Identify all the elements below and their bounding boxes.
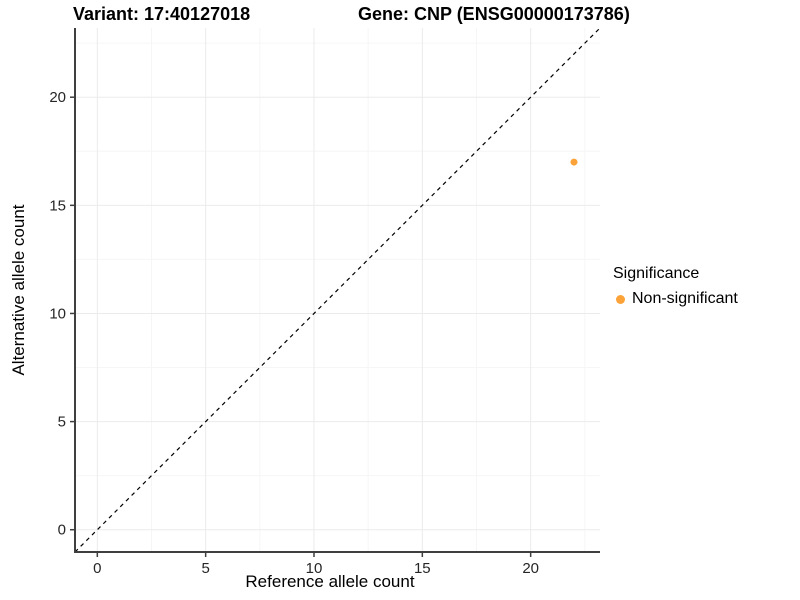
legend-title: Significance [613, 265, 700, 282]
legend-items: Non-significant [613, 290, 738, 308]
plot-title-variant: Variant: 17:40127018 [73, 4, 251, 24]
y-tick-label: 15 [49, 197, 66, 214]
legend: Significance Non-significant [613, 265, 738, 308]
x-tick-label: 5 [201, 560, 209, 577]
identity-dashed-line [74, 27, 601, 553]
y-tick-label: 20 [49, 89, 66, 106]
y-tick-label: 0 [58, 522, 66, 539]
x-axis-title: Reference allele count [245, 572, 415, 591]
y-tick-label: 5 [58, 414, 66, 431]
x-tick-label: 15 [414, 560, 431, 577]
plot-title-gene: Gene: CNP (ENSG00000173786) [358, 4, 630, 24]
legend-item-label: Non-significant [632, 290, 738, 307]
legend-item: Non-significant [613, 290, 738, 308]
x-tick-label: 0 [93, 560, 101, 577]
legend-dot-icon [616, 294, 625, 304]
data-point [570, 158, 578, 166]
x-tick-label: 20 [522, 560, 539, 577]
y-axis-title: Alternative allele count [9, 204, 28, 376]
x-tick-label: 10 [306, 560, 323, 577]
y-tick-label: 10 [49, 305, 66, 322]
